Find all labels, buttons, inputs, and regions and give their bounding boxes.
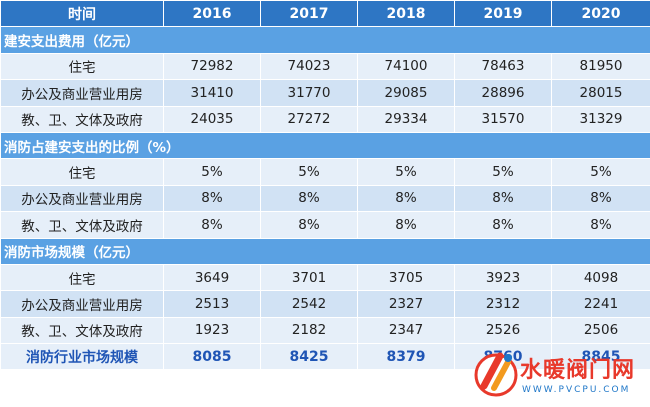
table-cell: 72982 [163,52,261,81]
table-cell: 81950 [551,52,650,81]
section-title: 消防市场规模（亿元） [0,237,650,265]
table-cell: 5% [260,158,358,186]
table-cell: 8% [357,184,455,213]
table-cell: 31570 [454,105,552,133]
table-cell: 2312 [454,290,552,318]
row-label: 办公及商业营业用房 [0,184,164,213]
table-cell: 8% [357,211,455,239]
table-row: 办公及商业营业用房 31410 31770 29085 28896 28015 [0,79,650,107]
table-cell: 8% [454,184,552,213]
table-cell: 31770 [260,79,358,107]
header-cell-2017: 2017 [260,0,358,28]
section-header-construction-cost: 建安支出费用（亿元） [0,26,650,54]
pipe-logo-icon [474,352,518,397]
table-row: 住宅 3649 3701 3705 3923 4098 [0,263,650,292]
table-cell: 1923 [163,316,261,345]
table-cell: 8% [163,211,261,239]
table-cell: 5% [357,158,455,186]
table-cell: 3649 [163,263,261,292]
row-label: 教、卫、文体及政府 [0,316,164,345]
watermark-url: WWW.PVCPU.COM [522,385,631,395]
row-label: 住宅 [0,158,164,186]
table-cell: 8% [454,211,552,239]
table-cell: 78463 [454,52,552,81]
table-cell: 27272 [260,105,358,133]
row-label: 办公及商业营业用房 [0,290,164,318]
header-cell-2019: 2019 [454,0,552,28]
table-row: 教、卫、文体及政府 1923 2182 2347 2526 2506 [0,316,650,345]
table-cell: 8% [551,211,650,239]
table-row: 办公及商业营业用房 2513 2542 2327 2312 2241 [0,290,650,318]
header-cell-2018: 2018 [357,0,455,28]
table-cell: 31410 [163,79,261,107]
table-cell: 5% [163,158,261,186]
table-cell: 74023 [260,52,358,81]
row-label: 住宅 [0,263,164,292]
header-cell-2016: 2016 [163,0,261,28]
table-row: 教、卫、文体及政府 8% 8% 8% 8% 8% [0,211,650,239]
section-header-fire-market: 消防市场规模（亿元） [0,237,650,265]
table-cell: 2506 [551,316,650,345]
total-cell: 8845 [551,343,650,371]
total-cell: 8379 [357,343,455,371]
table-cell: 5% [551,158,650,186]
section-header-fire-ratio: 消防占建安支出的比例（%） [0,131,650,160]
table-cell: 8% [551,184,650,213]
header-row: 时间 2016 2017 2018 2019 2020 [0,0,650,28]
table-cell: 3923 [454,263,552,292]
table-cell: 8% [163,184,261,213]
table-row: 住宅 5% 5% 5% 5% 5% [0,158,650,186]
row-label: 住宅 [0,52,164,81]
table-cell: 2526 [454,316,552,345]
table-cell: 24035 [163,105,261,133]
header-cell-2020: 2020 [551,0,650,28]
watermark: 水暖阀门网 WWW.PVCPU.COM [474,344,650,407]
row-label: 教、卫、文体及政府 [0,105,164,133]
table-cell: 3701 [260,263,358,292]
table-cell: 29334 [357,105,455,133]
table-row: 住宅 72982 74023 74100 78463 81950 [0,52,650,81]
table-cell: 29085 [357,79,455,107]
row-label: 教、卫、文体及政府 [0,211,164,239]
table-cell: 2241 [551,290,650,318]
table-cell: 2182 [260,316,358,345]
market-size-table: 时间 2016 2017 2018 2019 2020 建安支出费用（亿元） 住… [0,0,650,371]
table-cell: 2513 [163,290,261,318]
table-cell: 8% [260,184,358,213]
table-cell: 2542 [260,290,358,318]
section-title: 建安支出费用（亿元） [0,26,650,54]
total-cell: 8085 [163,343,261,371]
row-label: 办公及商业营业用房 [0,79,164,107]
table-cell: 3705 [357,263,455,292]
table-cell: 8% [260,211,358,239]
table-row: 教、卫、文体及政府 24035 27272 29334 31570 31329 [0,105,650,133]
total-cell: 8425 [260,343,358,371]
table-cell: 28896 [454,79,552,107]
table-cell: 2347 [357,316,455,345]
table-cell: 2327 [357,290,455,318]
table-cell: 28015 [551,79,650,107]
total-label: 消防行业市场规模 [0,343,164,371]
table-row: 办公及商业营业用房 8% 8% 8% 8% 8% [0,184,650,213]
header-cell-time: 时间 [0,0,164,28]
section-title: 消防占建安支出的比例（%） [0,131,650,160]
table-cell: 74100 [357,52,455,81]
watermark-title: 水暖阀门网 [520,358,636,383]
table-cell: 4098 [551,263,650,292]
table-cell: 5% [454,158,552,186]
table-cell: 31329 [551,105,650,133]
